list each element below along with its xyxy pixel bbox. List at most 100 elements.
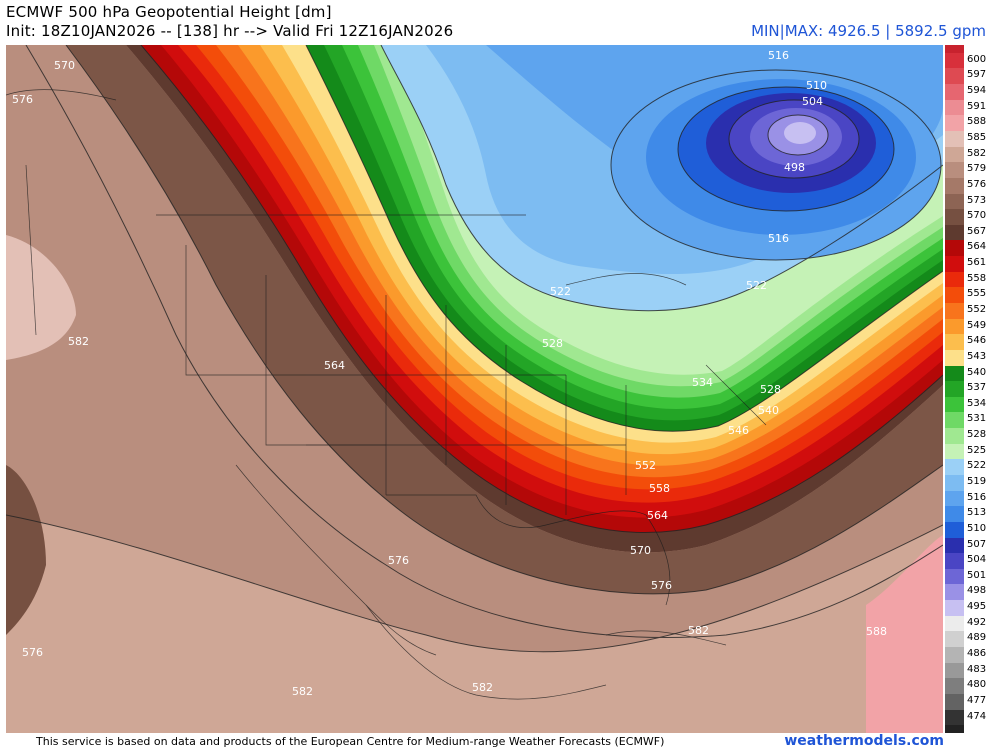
color-scale-label: 600: [967, 53, 987, 65]
color-swatch: [945, 365, 964, 382]
color-swatch: [945, 209, 964, 225]
site-link[interactable]: weathermodels.com: [784, 733, 944, 749]
color-swatch: [945, 647, 964, 663]
color-scale-label: 549: [967, 319, 987, 331]
color-scale-label: 555: [967, 288, 987, 300]
color-scale-level: 486: [945, 647, 1000, 663]
contour-label: 576: [12, 93, 33, 106]
color-swatch: [945, 349, 964, 366]
color-scale-level: 525: [945, 443, 1000, 460]
color-scale-label: 561: [967, 257, 987, 269]
color-swatch: [945, 475, 964, 491]
color-swatch: [945, 240, 964, 257]
color-scale-level: 558: [945, 271, 1000, 288]
color-scale-level: 504: [945, 553, 1000, 569]
color-swatch: [945, 615, 964, 632]
color-scale-label: 483: [967, 663, 987, 675]
color-swatch: [945, 678, 964, 694]
contour-label: 582: [68, 335, 89, 348]
color-swatch: [945, 52, 964, 69]
color-scale-level: 552: [945, 303, 1000, 319]
color-swatch: [945, 631, 964, 647]
color-swatch: [945, 693, 964, 710]
min-max-readout: MIN|MAX: 4926.5 | 5892.5 gpm: [751, 22, 986, 40]
color-scale-label: 501: [967, 569, 987, 581]
data-credit: This service is based on data and produc…: [36, 735, 665, 748]
color-swatch: [945, 553, 964, 569]
color-scale-level: 531: [945, 412, 1000, 429]
contour-label: 516: [768, 232, 789, 245]
contour-label: 534: [692, 376, 713, 389]
contour-label: 552: [635, 459, 656, 472]
contour-label: 576: [651, 579, 672, 592]
height-map: 570 576 582 564 516 510 504 498 516 522 …: [6, 45, 943, 733]
color-scale-label: 507: [967, 538, 987, 550]
color-scale-label: 540: [967, 366, 987, 378]
color-scale-level: 567: [945, 224, 1000, 241]
color-swatch: [945, 662, 964, 679]
color-swatch: [945, 428, 964, 444]
color-scale-level: 543: [945, 349, 1000, 366]
color-swatch: [945, 568, 964, 585]
low-495: [784, 122, 816, 144]
color-scale-level: 510: [945, 521, 1000, 538]
color-scale-label: 546: [967, 335, 987, 347]
band-588: [866, 535, 943, 733]
color-scale-level: 588: [945, 115, 1000, 131]
color-scale-label: 519: [967, 476, 987, 487]
color-scale-level: 498: [945, 584, 1000, 601]
ridge-west-light: [6, 235, 76, 360]
contours: [6, 45, 943, 653]
color-scale-level: 555: [945, 287, 1000, 303]
color-scale-level: 540: [945, 365, 1000, 382]
color-scale-level: 495: [945, 600, 1000, 616]
contour-labels: 570 576 582 564 516 510 504 498 516 522 …: [12, 49, 887, 698]
color-scale-level: 600: [945, 52, 1000, 69]
color-scale-level: 519: [945, 475, 1000, 491]
color-scale-level: 522: [945, 459, 1000, 475]
contour-label: 522: [746, 279, 767, 292]
color-swatch: [945, 146, 964, 163]
borders: [6, 89, 767, 700]
color-swatch: [945, 521, 964, 538]
color-scale-level: 585: [945, 131, 1000, 147]
color-scale: 600 597 594 591 588 585 582 579 576 573 570 567 564 5…: [945, 45, 1000, 733]
color-scale-label: 522: [967, 460, 987, 472]
contour-label: 504: [802, 95, 823, 108]
band-570: [66, 45, 943, 594]
color-swatch: [945, 490, 964, 507]
contour-label: 582: [688, 624, 709, 637]
color-scale-label: 552: [967, 304, 987, 315]
color-swatch: [945, 115, 964, 131]
color-scale-label: 591: [967, 100, 987, 112]
color-scale-label: 576: [967, 178, 987, 190]
color-scale-level: 579: [945, 162, 1000, 178]
color-scale-label: 528: [967, 429, 987, 441]
color-scale-level: 594: [945, 84, 1000, 100]
color-scale-label: 486: [967, 648, 987, 659]
color-scale-level: 546: [945, 334, 1000, 350]
color-scale-level: 480: [945, 678, 1000, 694]
color-swatch: [945, 177, 964, 194]
color-swatch: [945, 506, 964, 522]
contour-label: 576: [22, 646, 43, 659]
color-scale-label: 588: [967, 116, 987, 128]
color-scale-label: 480: [967, 679, 987, 691]
color-swatch: [945, 334, 964, 350]
color-swatch: [945, 303, 964, 319]
color-scale-level: 591: [945, 99, 1000, 116]
contour-label: 570: [54, 59, 75, 72]
color-scale-label: 537: [967, 382, 987, 394]
color-swatch: [945, 584, 964, 601]
contour-label: 510: [806, 79, 827, 92]
band-585: [6, 515, 943, 733]
contour-label: 540: [758, 404, 779, 417]
color-scale-label: 498: [967, 585, 987, 597]
contour-label: 564: [324, 359, 345, 372]
color-swatch: [945, 99, 964, 116]
color-scale-label: 564: [967, 241, 987, 253]
color-scale-level: 507: [945, 537, 1000, 554]
header: ECMWF 500 hPa Geopotential Height [dm] I…: [0, 0, 1000, 44]
color-scale-label: 567: [967, 225, 987, 237]
color-scale-level: 492: [945, 615, 1000, 632]
